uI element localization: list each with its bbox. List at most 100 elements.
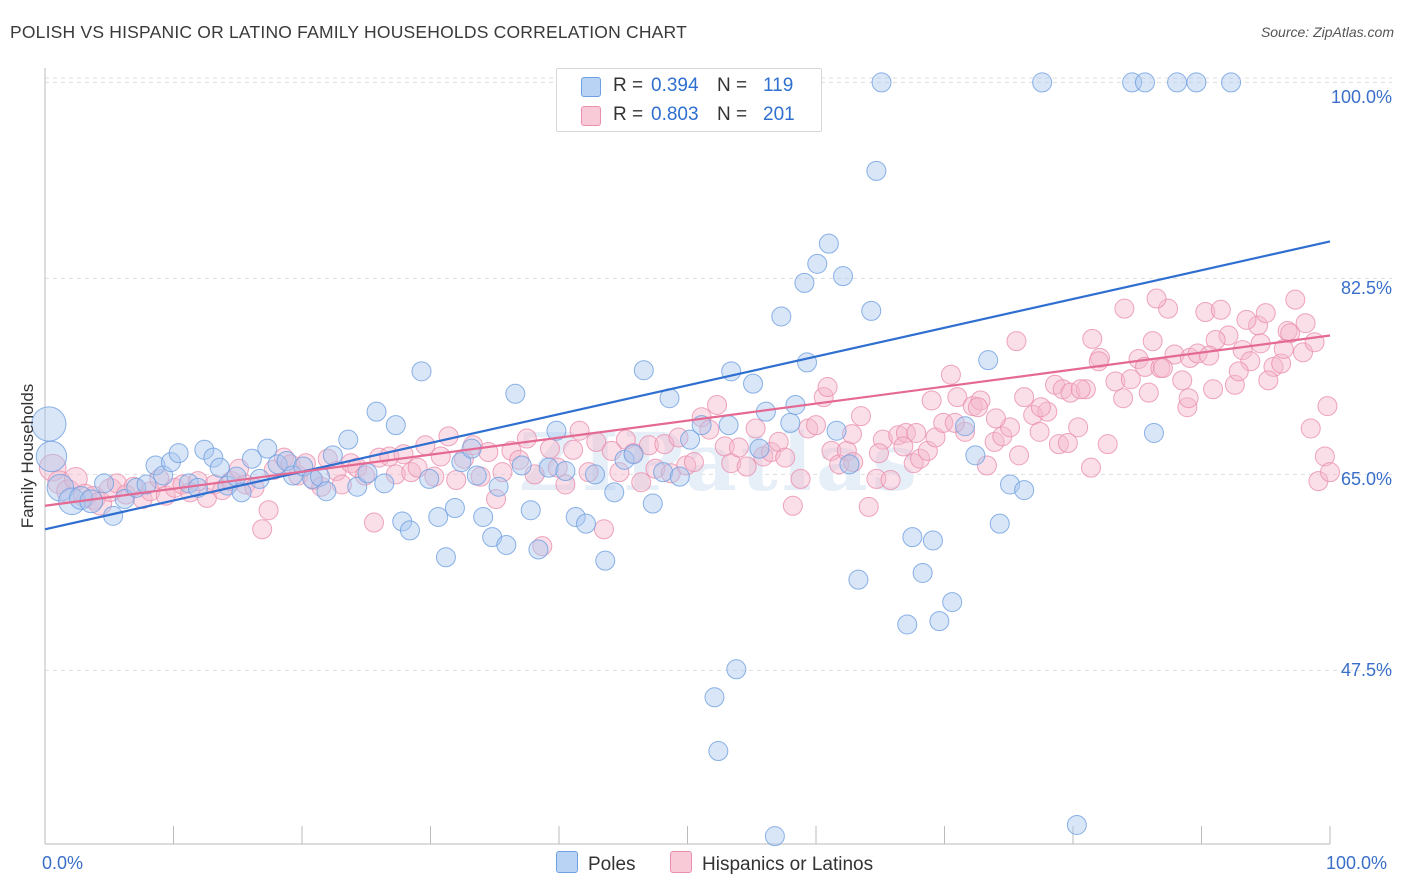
data-point	[718, 415, 739, 436]
data-point	[1000, 417, 1021, 438]
data-point	[642, 493, 663, 514]
legend-swatch-blue	[556, 851, 578, 873]
axes	[44, 68, 1331, 845]
data-point	[1285, 289, 1306, 310]
data-point	[631, 472, 652, 493]
data-point	[794, 272, 815, 293]
series-poles	[31, 72, 1242, 847]
data-point	[782, 495, 803, 516]
data-point	[989, 513, 1010, 534]
data-point	[399, 520, 420, 541]
data-point	[707, 394, 728, 415]
data-point	[902, 527, 923, 548]
data-point	[965, 445, 986, 466]
data-point	[1199, 345, 1220, 366]
data-point	[726, 659, 747, 680]
data-point	[609, 462, 630, 483]
data-point	[942, 592, 963, 613]
data-point	[1210, 299, 1231, 320]
data-point	[241, 448, 262, 469]
data-point	[1221, 72, 1242, 93]
data-point	[563, 439, 584, 460]
data-point	[1146, 288, 1167, 309]
data-point	[940, 364, 961, 385]
y-tick-label: 65.0%	[1340, 469, 1392, 489]
data-point	[1113, 388, 1134, 409]
data-point	[1009, 445, 1030, 466]
data-point	[1138, 382, 1159, 403]
data-point	[444, 498, 465, 518]
legend-n-value: 119	[763, 75, 794, 96]
data-point	[1248, 315, 1269, 336]
data-point	[728, 437, 749, 458]
data-point	[790, 468, 811, 489]
data-point	[1158, 298, 1179, 319]
data-point	[1105, 371, 1126, 392]
data-point	[1152, 358, 1173, 378]
data-point	[347, 476, 368, 497]
data-point	[633, 360, 654, 381]
data-point	[669, 466, 690, 487]
data-point	[520, 500, 541, 521]
data-point	[331, 474, 352, 495]
data-point	[532, 536, 553, 557]
source-label: Source: ZipAtlas.com	[1260, 24, 1394, 40]
data-point	[374, 473, 395, 494]
x-tick-label-min: 0.0%	[42, 853, 84, 873]
data-point	[446, 470, 467, 490]
data-point	[295, 453, 316, 474]
legend-swatch-pink	[581, 106, 601, 126]
data-point	[897, 614, 918, 635]
data-point	[1082, 328, 1103, 349]
data-point	[929, 611, 950, 632]
legend-item-hispanics: Hispanics or Latinos	[670, 851, 873, 876]
legend-n-label: N =	[717, 75, 748, 96]
data-point	[1186, 72, 1207, 93]
data-point	[1300, 418, 1321, 439]
data-point	[895, 422, 916, 443]
data-point	[428, 506, 449, 527]
data-point	[1014, 387, 1035, 408]
data-point	[593, 519, 614, 540]
legend-label-hispanics: Hispanics or Latinos	[702, 854, 874, 875]
data-point	[1320, 462, 1340, 483]
data-point	[363, 512, 384, 533]
data-point	[466, 465, 487, 486]
data-point	[780, 412, 801, 433]
data-point	[653, 462, 674, 483]
data-point	[1205, 330, 1226, 350]
data-point	[357, 463, 378, 484]
legend-swatch-pink	[670, 851, 692, 873]
trend-line-hispanics	[44, 334, 1331, 507]
data-point	[322, 445, 343, 466]
legend-row-hispanics: R = 0.803 N = 201	[557, 100, 821, 130]
data-point	[257, 438, 278, 459]
data-point	[910, 448, 931, 469]
data-point	[836, 440, 857, 461]
data-point	[35, 440, 68, 473]
data-point	[1120, 369, 1141, 390]
data-point	[955, 416, 976, 437]
data-point	[366, 401, 387, 422]
legend-swatch-blue	[581, 77, 601, 97]
legend-n-label: N =	[717, 104, 748, 125]
chart-title: POLISH VS HISPANIC OR LATINO FAMILY HOUS…	[10, 22, 687, 42]
data-point	[826, 420, 847, 441]
data-point	[623, 444, 644, 465]
data-point	[1070, 379, 1091, 400]
data-point	[680, 429, 701, 450]
data-point	[1295, 313, 1316, 334]
trend-line-poles	[44, 240, 1331, 531]
data-point	[505, 383, 526, 404]
data-point	[872, 429, 893, 450]
data-point	[1203, 379, 1224, 400]
legend-item-poles: Poles	[556, 851, 636, 876]
data-point	[850, 406, 871, 427]
data-point	[1273, 338, 1294, 359]
data-point	[1057, 433, 1078, 454]
data-point	[866, 468, 887, 489]
data-point	[516, 428, 537, 449]
data-point	[768, 431, 789, 452]
data-point	[1232, 340, 1253, 361]
